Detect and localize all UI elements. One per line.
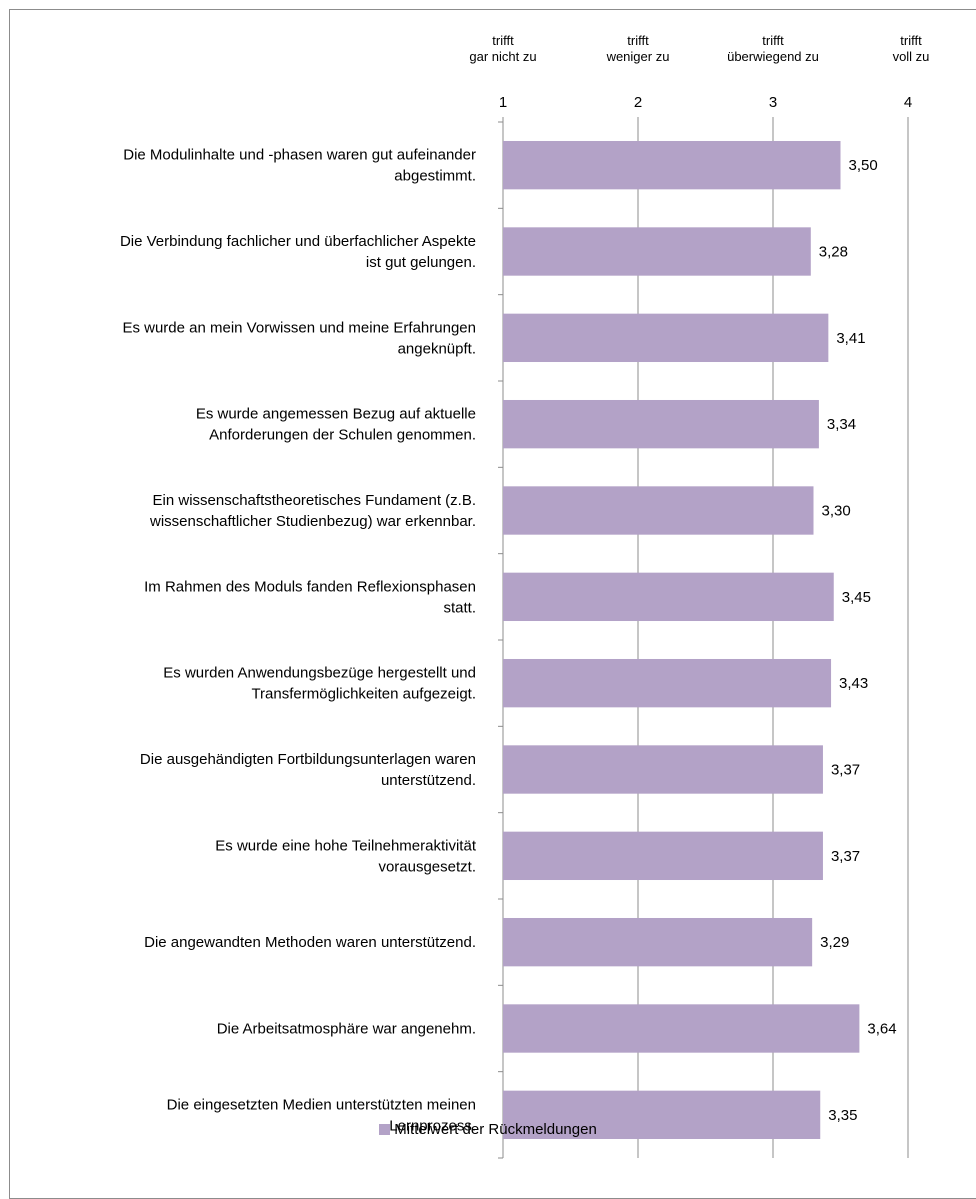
category-label: angeknüpft. [398,340,476,357]
x-tick-label: 3 [769,94,777,111]
value-label: 3,43 [839,675,868,692]
category-label: Es wurde eine hohe Teilnehmeraktivität [215,837,477,854]
x-tick-label: 1 [499,94,507,111]
bar [503,227,811,276]
category-label: Die angewandten Methoden waren unterstüt… [144,934,476,951]
value-label: 3,37 [831,762,860,779]
value-label: 3,30 [822,503,851,520]
gridlines [498,117,909,1159]
category-label: Die Verbindung fachlicher und überfachli… [120,233,476,250]
scale-label: weniger zu [606,49,670,64]
category-label: Es wurde an mein Vorwissen und meine Erf… [122,319,476,336]
legend-swatch [379,1123,391,1135]
bar [503,831,823,881]
value-label: 3,34 [827,416,856,433]
bar [503,917,813,967]
scale-label: gar nicht zu [469,49,536,64]
category-label: unterstützend. [381,772,476,789]
x-tick-label: 2 [634,94,642,111]
value-label: 3,45 [842,589,871,606]
category-label: Es wurde angemessen Bezug auf aktuelle [196,406,476,423]
category-label: Die Modulinhalte und -phasen waren gut a… [123,147,476,164]
bar [503,1004,860,1053]
value-label: 3,41 [836,330,865,347]
category-label: Lernprozess. [389,1117,476,1134]
category-label: Die eingesetzten Medien unterstützten me… [167,1096,476,1113]
scale-label: trifft [900,33,922,48]
category-label: Im Rahmen des Moduls fanden Reflexionsph… [144,578,476,595]
category-label: Transfermöglichkeiten aufgezeigt. [251,686,476,703]
legend-label: Mittelwert der Rückmeldungen [394,1121,597,1138]
category-label: Es wurden Anwendungsbezüge hergestellt u… [163,665,476,682]
bar [503,399,819,449]
value-label: 3,28 [819,244,848,261]
category-label: statt. [443,599,476,616]
value-label: 3,29 [820,934,849,951]
category-label: wissenschaftlicher Studienbezug) war erk… [149,513,476,530]
category-label: abgestimmt. [394,168,476,185]
bar [503,745,823,794]
bars [503,140,860,1140]
category-label: Die ausgehändigten Fortbildungsunterlage… [140,751,476,768]
bar [503,486,814,535]
category-label: Ein wissenschaftstheoretisches Fundament… [153,492,476,509]
category-label: Anforderungen der Schulen genommen. [209,427,476,444]
bar [503,572,834,622]
value-label: 3,50 [849,157,878,174]
category-label: vorausgesetzt. [378,858,476,875]
scale-label: trifft [492,33,514,48]
value-label: 3,37 [831,848,860,865]
scale-label: trifft [762,33,784,48]
value-label: 3,35 [828,1107,857,1124]
scale-label: trifft [627,33,649,48]
scale-label: voll zu [893,49,930,64]
category-label: ist gut gelungen. [366,254,476,271]
category-label: Die Arbeitsatmosphäre war angenehm. [217,1021,476,1038]
x-tick-label: 4 [904,94,912,111]
scale-label: überwiegend zu [727,49,819,64]
bar [503,658,832,708]
value-label: 3,64 [867,1021,896,1038]
bar [503,140,841,190]
legend: Mittelwert der Rückmeldungen [0,1120,976,1140]
bar [503,313,829,363]
bar [503,1090,821,1140]
